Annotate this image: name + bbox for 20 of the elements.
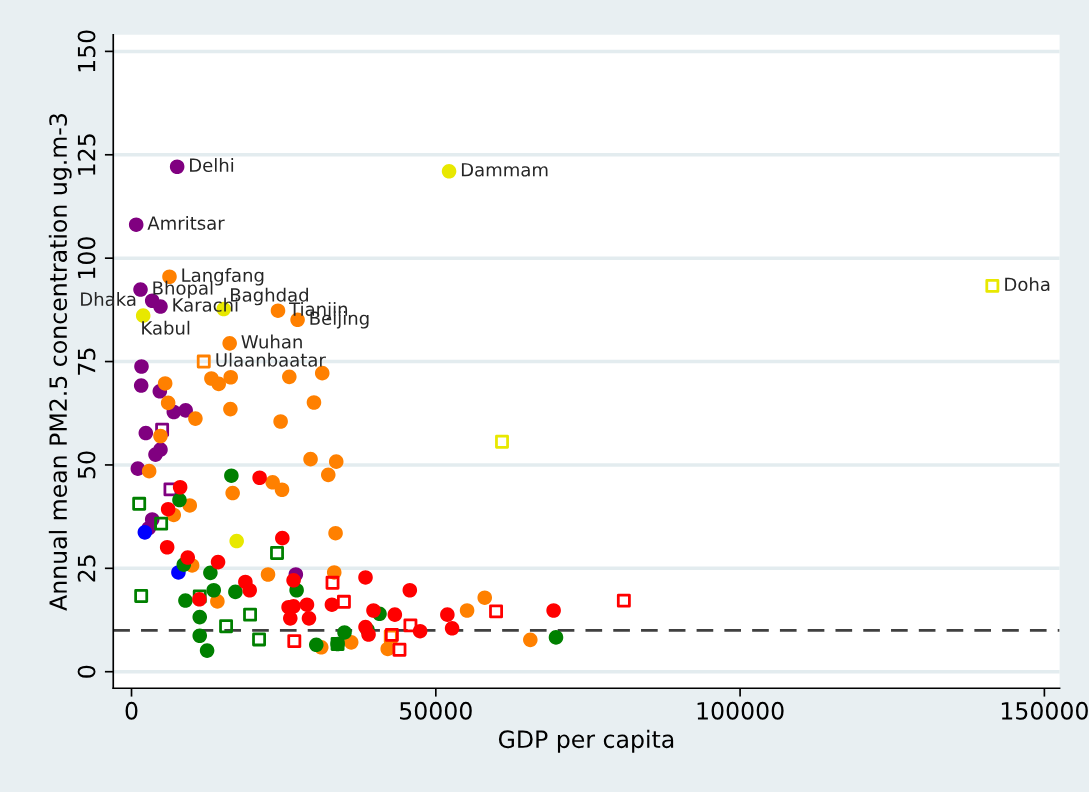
y-tick-label: 125 xyxy=(77,134,96,175)
y-tick-label: 25 xyxy=(77,555,96,582)
annotation: Kabul xyxy=(142,320,190,335)
annotation: Wuhan xyxy=(241,334,302,349)
x-tick-label: 50000 xyxy=(400,701,472,720)
y-tick-label: 150 xyxy=(77,30,96,72)
annotation: Dammam xyxy=(461,163,548,177)
y-tick-label: 100 xyxy=(77,237,96,279)
y-tick-label: 75 xyxy=(77,348,96,375)
y-tick-label: 50 xyxy=(77,451,96,479)
x-tick-label: 0 xyxy=(125,701,138,720)
annotation: Delhi xyxy=(190,158,234,173)
x-tick-label: 150000 xyxy=(1001,701,1088,720)
annotation: Amritsar xyxy=(147,215,225,230)
annotation: Doha xyxy=(1005,277,1050,292)
y-axis-title: Annual mean PM2.5 concentration ug.m-3 xyxy=(48,114,72,611)
y-tick-label: 0 xyxy=(77,665,96,678)
annotation: Ulaanbaatar xyxy=(216,352,326,367)
x-axis-title: GDP per capita xyxy=(498,729,674,753)
x-tick-label: 100000 xyxy=(697,701,784,720)
